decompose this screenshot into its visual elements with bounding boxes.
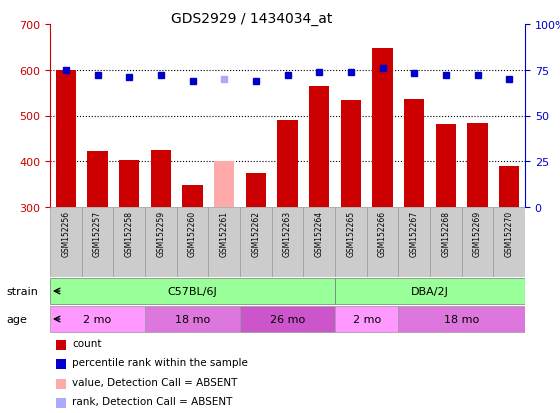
Bar (335, 307, 398, 332)
Bar (50, 207, 82, 277)
Bar (340, 101, 361, 207)
Text: GSM152268: GSM152268 (441, 210, 450, 256)
Bar (430, 207, 461, 277)
Bar (87, 152, 108, 207)
Bar (240, 207, 272, 277)
Text: 2 mo: 2 mo (353, 314, 381, 324)
Bar (461, 207, 493, 277)
Bar (151, 150, 171, 207)
Bar (398, 207, 430, 277)
Text: strain: strain (7, 286, 39, 296)
Text: 26 mo: 26 mo (270, 314, 305, 324)
Bar (245, 173, 266, 207)
Text: percentile rank within the sample: percentile rank within the sample (72, 358, 248, 368)
Bar (499, 166, 520, 207)
Bar (335, 279, 525, 304)
Text: 18 mo: 18 mo (175, 314, 210, 324)
Bar (113, 207, 145, 277)
Bar (372, 49, 393, 207)
Bar (214, 162, 235, 207)
Bar (493, 207, 525, 277)
Text: GSM152265: GSM152265 (346, 210, 356, 256)
Bar (309, 87, 329, 207)
Text: value, Detection Call = ABSENT: value, Detection Call = ABSENT (72, 377, 238, 387)
Text: age: age (7, 314, 27, 324)
Text: GSM152257: GSM152257 (93, 210, 102, 256)
Text: 2 mo: 2 mo (83, 314, 111, 324)
Bar (304, 207, 335, 277)
Bar (272, 207, 304, 277)
Text: DBA/2J: DBA/2J (411, 286, 449, 296)
Bar (145, 307, 240, 332)
Bar (367, 207, 398, 277)
Bar (277, 121, 298, 207)
Bar (55, 71, 76, 207)
Bar (82, 207, 113, 277)
Bar (335, 207, 367, 277)
Text: C57BL/6J: C57BL/6J (167, 286, 217, 296)
Bar (240, 307, 335, 332)
Bar (467, 124, 488, 207)
Text: GSM152266: GSM152266 (378, 210, 387, 256)
Bar (436, 124, 456, 207)
Text: GSM152258: GSM152258 (125, 210, 134, 256)
Text: GSM152270: GSM152270 (505, 210, 514, 256)
Text: GSM152261: GSM152261 (220, 210, 228, 256)
Bar (398, 307, 525, 332)
Bar (50, 279, 335, 304)
Bar (176, 207, 208, 277)
Text: GSM152263: GSM152263 (283, 210, 292, 256)
Text: GSM152259: GSM152259 (156, 210, 165, 256)
Bar (119, 161, 139, 207)
Text: GSM152264: GSM152264 (315, 210, 324, 256)
Bar (208, 207, 240, 277)
Bar (145, 207, 176, 277)
Bar (404, 100, 424, 207)
Text: GSM152260: GSM152260 (188, 210, 197, 256)
Text: GSM152269: GSM152269 (473, 210, 482, 256)
Bar (182, 185, 203, 207)
Text: 18 mo: 18 mo (444, 314, 479, 324)
Text: rank, Detection Call = ABSENT: rank, Detection Call = ABSENT (72, 396, 233, 406)
Text: GSM152256: GSM152256 (62, 210, 71, 256)
Text: GSM152267: GSM152267 (410, 210, 419, 256)
Text: GDS2929 / 1434034_at: GDS2929 / 1434034_at (171, 12, 333, 26)
Bar (50, 307, 145, 332)
Text: GSM152262: GSM152262 (251, 210, 260, 256)
Text: count: count (72, 338, 102, 348)
